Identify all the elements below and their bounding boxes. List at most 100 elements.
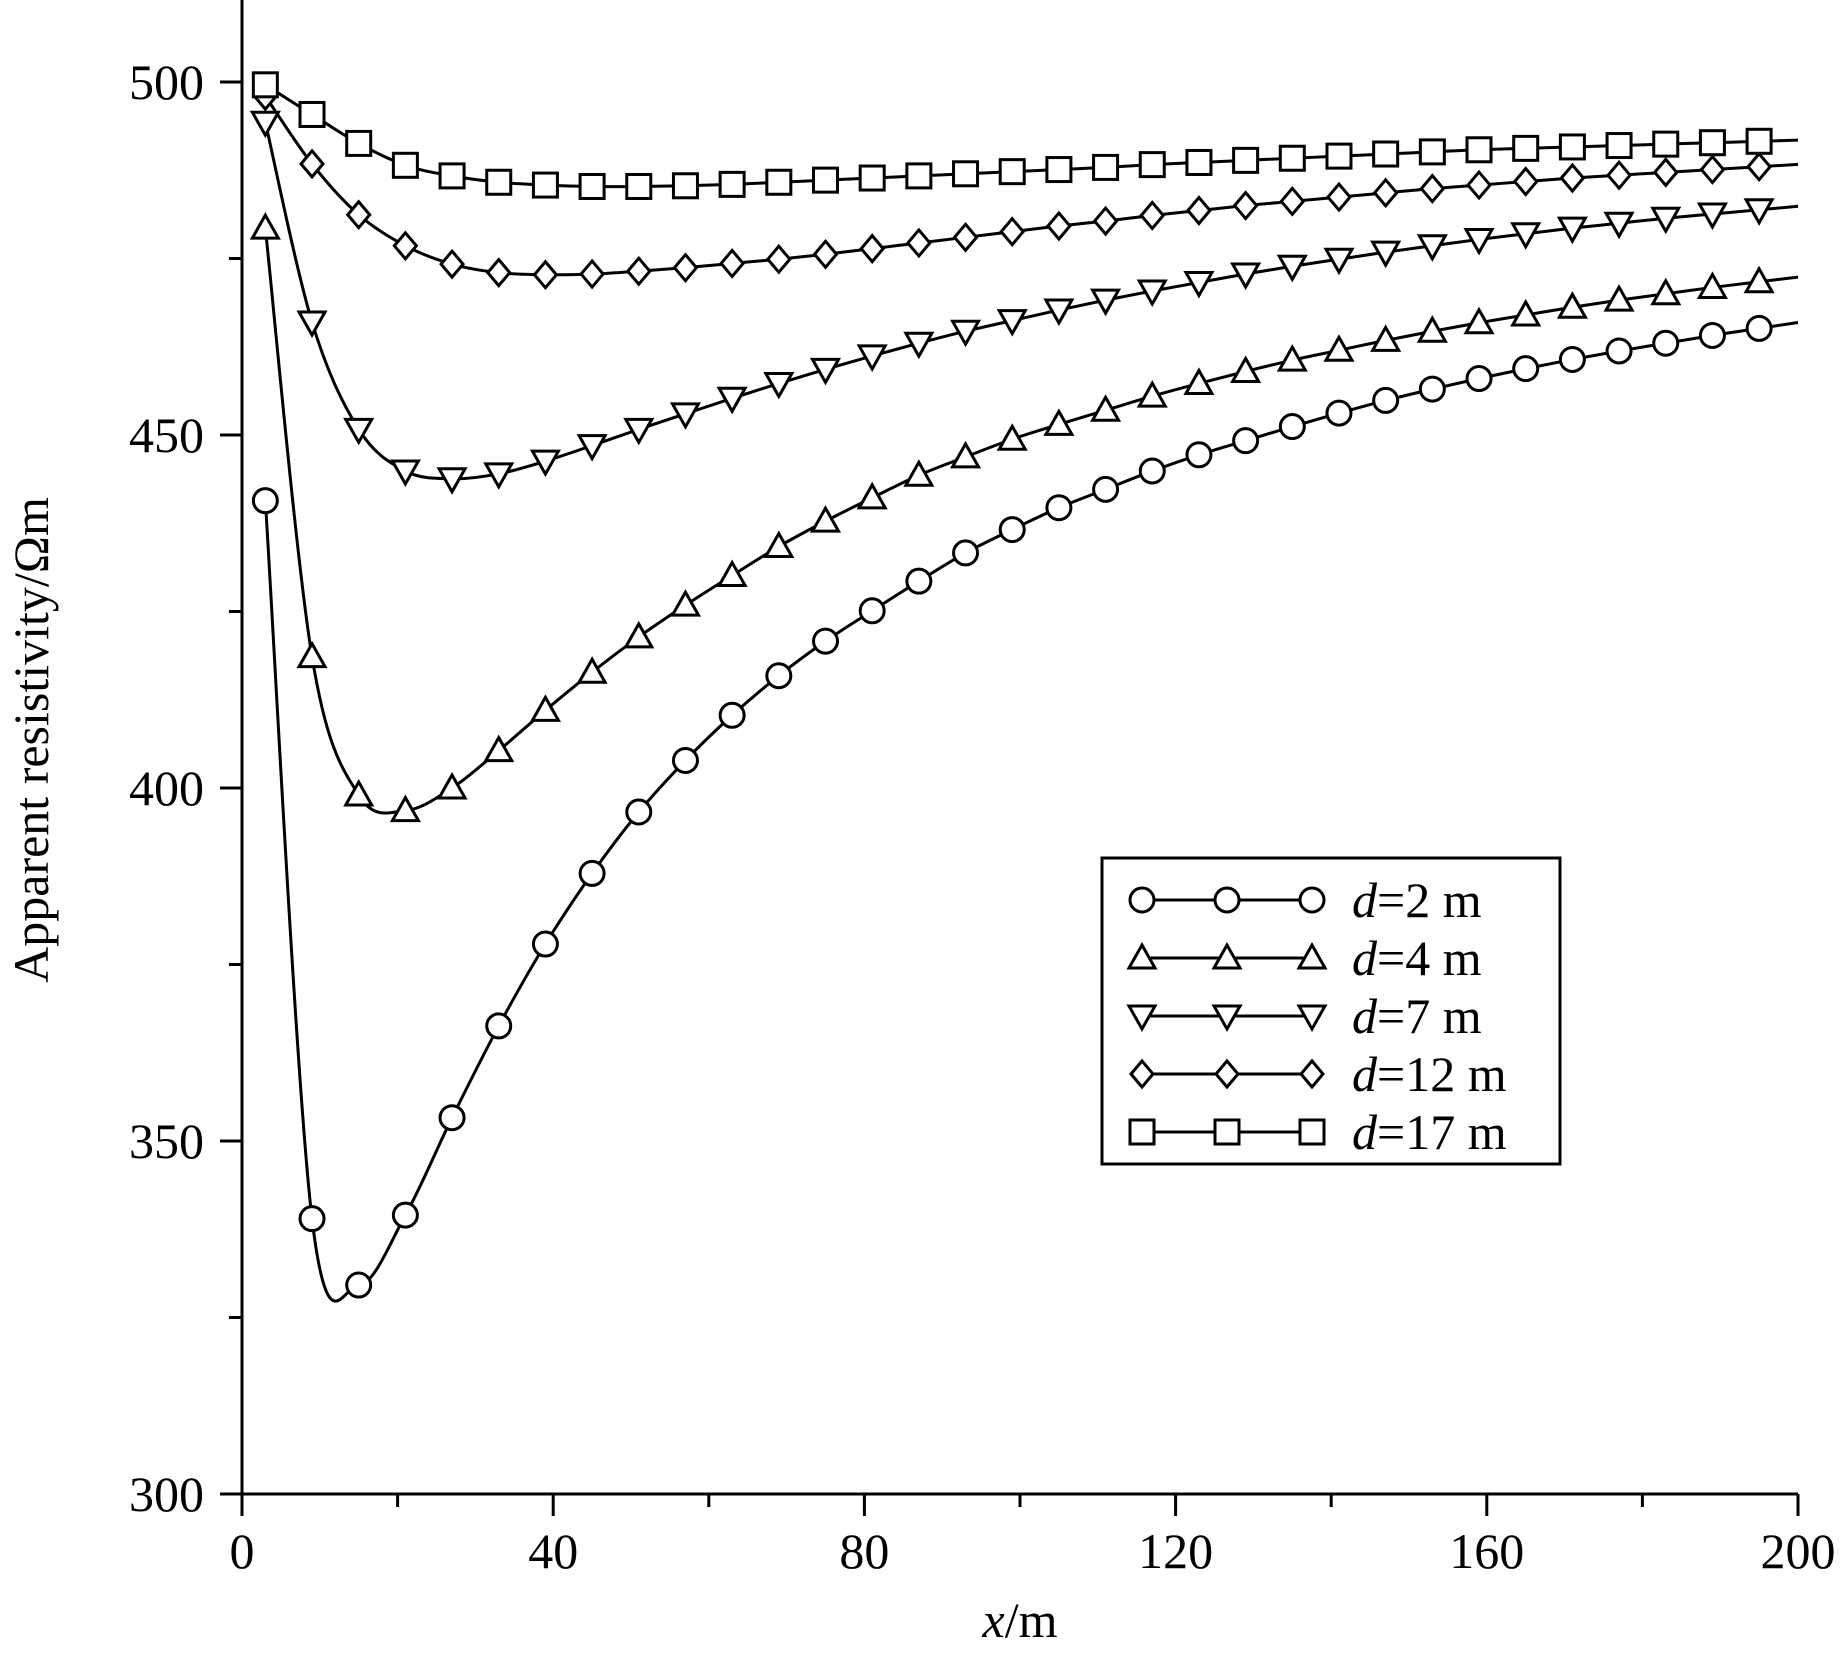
y-tick-label: 350 bbox=[129, 1113, 204, 1169]
series-5 bbox=[251, 71, 1799, 200]
series-point bbox=[996, 309, 1028, 337]
series-point bbox=[625, 255, 652, 287]
legend-marker bbox=[1126, 941, 1158, 970]
series-point bbox=[1603, 211, 1635, 240]
series-point bbox=[1372, 177, 1399, 209]
series-point bbox=[1416, 315, 1448, 343]
series-point bbox=[392, 230, 419, 262]
series-point bbox=[576, 656, 608, 684]
series-point bbox=[1276, 344, 1308, 372]
series-point bbox=[716, 559, 748, 587]
legend-label-text: =2 m bbox=[1377, 872, 1482, 928]
series-point bbox=[578, 859, 606, 887]
series-point bbox=[1652, 157, 1679, 188]
legend-entry: d=7 m bbox=[1126, 988, 1482, 1044]
series-point bbox=[1232, 146, 1260, 174]
series-point bbox=[669, 402, 702, 430]
series-point bbox=[1092, 153, 1120, 181]
series-point bbox=[1276, 254, 1308, 283]
x-tick-label: 160 bbox=[1449, 1523, 1524, 1579]
legend-marker bbox=[1213, 886, 1241, 914]
series-point bbox=[438, 1104, 466, 1132]
series-point bbox=[1558, 345, 1586, 373]
legend-label-text: =7 m bbox=[1377, 988, 1482, 1044]
series-point bbox=[809, 505, 842, 533]
series-point bbox=[903, 331, 935, 360]
series-point bbox=[1326, 181, 1352, 213]
legend-label-text: =17 m bbox=[1377, 1104, 1507, 1160]
series-point bbox=[952, 221, 979, 253]
series-point bbox=[1696, 271, 1728, 299]
series-layer bbox=[249, 71, 1799, 1303]
series-point bbox=[345, 199, 372, 231]
series-point bbox=[1696, 202, 1728, 231]
series-point bbox=[858, 164, 886, 192]
series-point bbox=[949, 319, 982, 348]
ticks: 300 350 400 450 500 0 40 80 120 160 200 bbox=[129, 54, 1836, 1579]
series-point bbox=[1510, 298, 1542, 327]
series-point bbox=[856, 344, 888, 372]
series-point bbox=[1465, 365, 1493, 393]
legend-marker bbox=[1299, 1058, 1325, 1090]
series-point bbox=[251, 71, 279, 99]
series-point bbox=[672, 252, 699, 284]
x-tick-label: 80 bbox=[839, 1523, 889, 1579]
series-point bbox=[436, 771, 468, 800]
series-point bbox=[671, 172, 699, 200]
series-point bbox=[623, 620, 655, 649]
series-point bbox=[296, 640, 328, 669]
series-point bbox=[765, 662, 793, 690]
series-point bbox=[1045, 156, 1073, 184]
series-point bbox=[1556, 216, 1588, 245]
series-point bbox=[1043, 298, 1075, 327]
legend-marker bbox=[1211, 1004, 1243, 1033]
series-point bbox=[1510, 222, 1542, 250]
series-point bbox=[1466, 169, 1492, 201]
series-point bbox=[1323, 247, 1355, 276]
series-point bbox=[1650, 206, 1682, 235]
series-4 bbox=[252, 80, 1799, 291]
y-tick-label: 500 bbox=[129, 54, 204, 110]
series-point bbox=[812, 238, 839, 270]
series-point bbox=[765, 243, 792, 275]
series-point bbox=[1370, 240, 1402, 269]
series-point bbox=[532, 259, 559, 291]
series-point bbox=[1605, 337, 1633, 365]
series-point bbox=[949, 440, 982, 469]
legend-label-var: d bbox=[1352, 1046, 1378, 1102]
legend-label-var: d bbox=[1352, 872, 1378, 928]
series-point bbox=[1652, 329, 1680, 357]
series-point bbox=[625, 172, 653, 200]
series-point bbox=[998, 158, 1026, 186]
series-point bbox=[858, 597, 886, 625]
series-point bbox=[952, 160, 980, 188]
series-1 bbox=[251, 314, 1799, 1303]
series-point bbox=[763, 371, 795, 400]
series-point bbox=[1090, 288, 1122, 317]
series-point bbox=[718, 170, 746, 198]
series-point bbox=[1372, 140, 1400, 168]
series-point bbox=[1606, 159, 1633, 191]
series-point bbox=[905, 567, 933, 595]
series-point bbox=[625, 798, 653, 826]
series-point bbox=[623, 417, 655, 446]
series-point bbox=[812, 166, 839, 194]
series-point bbox=[576, 434, 608, 462]
series-point bbox=[249, 212, 281, 240]
series-point bbox=[251, 487, 279, 515]
x-axis-title-var: x bbox=[982, 1592, 1005, 1648]
series-point bbox=[999, 216, 1026, 247]
legend-label-var: d bbox=[1352, 988, 1378, 1044]
legend-label: d=4 m bbox=[1352, 930, 1482, 986]
series-point bbox=[1743, 198, 1775, 226]
series-point bbox=[1185, 148, 1213, 176]
series-point bbox=[998, 516, 1026, 544]
series-point bbox=[298, 1205, 326, 1233]
series-point bbox=[952, 539, 980, 567]
legend-entry: d=2 m bbox=[1128, 872, 1482, 928]
series-point bbox=[1092, 205, 1119, 237]
series-point bbox=[483, 734, 515, 763]
series-point bbox=[345, 129, 373, 157]
